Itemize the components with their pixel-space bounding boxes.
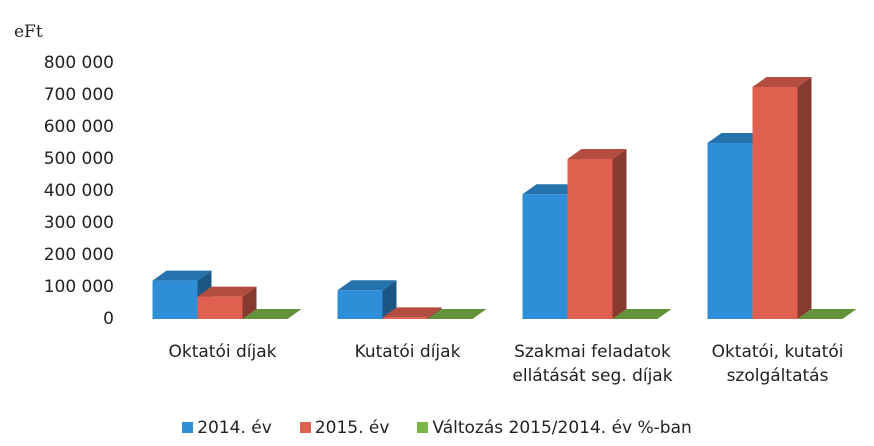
- y-tick-label: 800 000: [44, 53, 114, 73]
- y-tick-label: 700 000: [44, 85, 114, 105]
- legend-swatch: [182, 422, 194, 433]
- legend-item: Változás 2015/2014. év %-ban: [417, 418, 692, 438]
- x-tick-label: Oktatói, kutatói szolgáltatás: [711, 342, 844, 386]
- y-tick-label: 500 000: [44, 149, 114, 169]
- bar-top: [567, 149, 627, 159]
- y-axis-label: eFt: [14, 22, 43, 42]
- x-tick-label: Szakmai feladatok ellátását seg. díjak: [512, 342, 673, 386]
- y-tick-label: 400 000: [44, 181, 114, 201]
- bar-top: [337, 280, 397, 291]
- x-tick-label: Kutatói díjak: [354, 342, 461, 362]
- bar-top: [152, 270, 212, 281]
- bar-side: [797, 77, 812, 319]
- bar-top: [522, 184, 582, 195]
- legend-item: 2014. év: [182, 418, 272, 438]
- legend-label: 2014. év: [197, 418, 272, 438]
- bar: [752, 87, 798, 319]
- y-tick-label: 200 000: [44, 245, 114, 265]
- bar-top: [752, 77, 812, 87]
- bar-side: [382, 280, 397, 319]
- y-tick-label: 300 000: [44, 213, 114, 233]
- bar-top: [382, 307, 442, 318]
- bar-side: [427, 307, 442, 319]
- legend-item: 2015. év: [299, 418, 390, 438]
- bar-top: [242, 309, 302, 319]
- legend: 2014. év 2015. év Változás 2015/2014. év %…: [0, 418, 874, 438]
- bar: [522, 194, 568, 319]
- y-tick-label: 100 000: [44, 277, 114, 297]
- bar: [197, 296, 243, 319]
- bar-top: [797, 309, 857, 319]
- bar-top: [612, 309, 672, 319]
- bar: [567, 159, 613, 319]
- legend-swatch: [299, 422, 311, 433]
- bar-top: [427, 309, 487, 319]
- bar: [337, 290, 383, 319]
- bar-side: [242, 286, 257, 319]
- bar: [382, 317, 428, 319]
- bar: [707, 143, 753, 319]
- bar-side: [612, 149, 627, 319]
- y-tick-label: 600 000: [44, 117, 114, 137]
- legend-label: Változás 2015/2014. év %-ban: [432, 418, 692, 438]
- legend-label: 2015. év: [314, 418, 390, 438]
- bar-top: [197, 286, 257, 297]
- x-tick-label: Oktatói díjak: [168, 342, 277, 362]
- y-tick-label: 0: [103, 309, 114, 329]
- bar-top: [707, 133, 767, 143]
- legend-swatch: [417, 422, 429, 433]
- bar: [152, 280, 198, 319]
